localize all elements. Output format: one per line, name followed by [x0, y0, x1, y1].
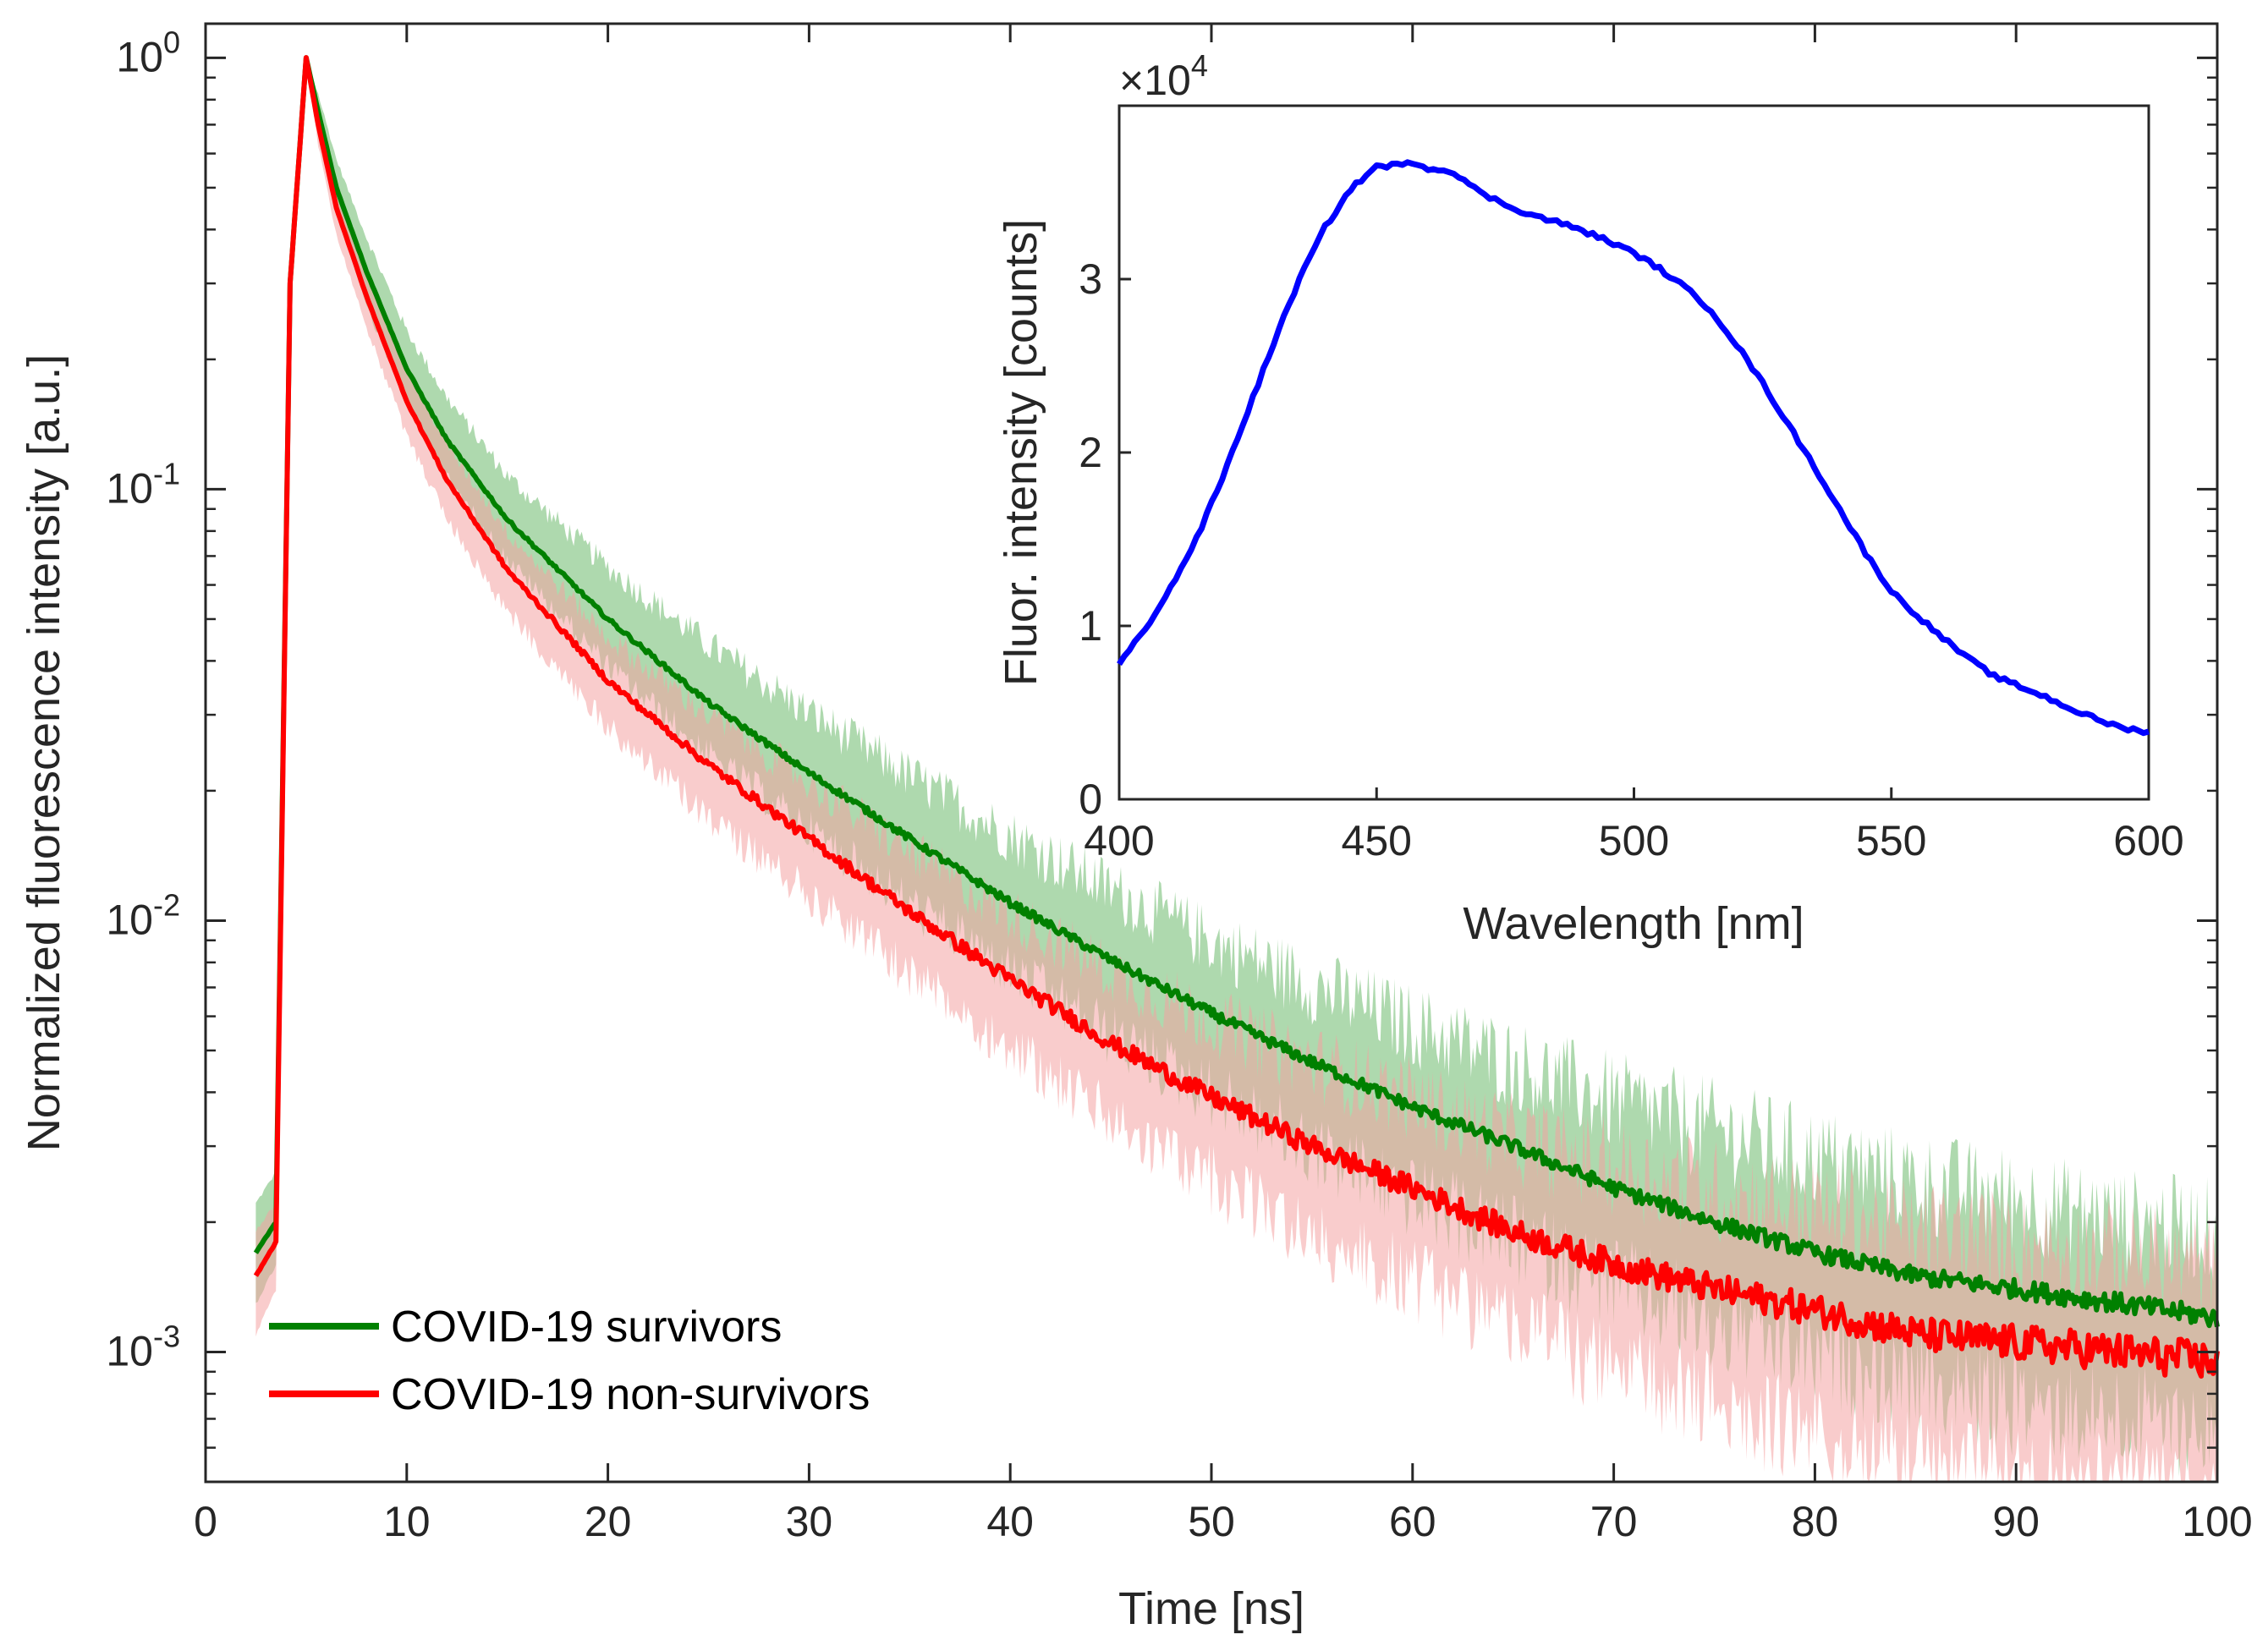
y-tick-label: 10-1	[106, 456, 180, 512]
main-x-ticks: 0 10 20 30 40 50 60 70 80 90 100	[194, 24, 2253, 1545]
y-tick-label: 10-2	[106, 887, 180, 943]
inset-x-ticks: 400 450 500 550 600	[1084, 787, 2184, 864]
main-series-lines	[253, 55, 2220, 1379]
inset-x-tick-label: 600	[2113, 817, 2183, 864]
series-line-non-survivors	[253, 55, 2220, 1379]
x-tick-label: 50	[1188, 1498, 1235, 1545]
legend-label-non-survivors: COVID-19 non-survivors	[391, 1370, 870, 1419]
inset-x-axis-label: Wavelength [nm]	[1463, 898, 1804, 949]
inset-x-tick-label: 500	[1599, 817, 1669, 864]
inset-y-ticks: 0 1 2 3	[1079, 255, 1131, 823]
inset-spectrum-line	[1117, 159, 2150, 737]
x-tick-label: 40	[986, 1498, 1034, 1545]
main-y-ticks: 10-3 10-2 10-1 100	[106, 25, 2217, 1484]
x-tick-label: 20	[585, 1498, 632, 1545]
y-tick-label: 10-3	[106, 1319, 180, 1374]
inset-y-axis-label: Fluor. intensity [counts]	[996, 219, 1046, 686]
main-plot-border	[204, 22, 2219, 1484]
x-tick-label: 10	[383, 1498, 431, 1545]
inset-y-tick-label: 3	[1079, 255, 1102, 303]
main-x-axis-label: Time [ns]	[1118, 1583, 1304, 1634]
inset-y-tick-label: 1	[1079, 602, 1102, 650]
inset-x-tick-label: 550	[1856, 817, 1926, 864]
inset-y-multiplier: ×104	[1119, 48, 1208, 104]
x-tick-label: 100	[2182, 1498, 2252, 1545]
main-y-axis-label: Normalized fluorescence intensity [a.u.]	[19, 354, 69, 1151]
legend-label-survivors: COVID-19 survivors	[391, 1303, 782, 1352]
x-tick-label: 0	[194, 1498, 217, 1545]
inset-x-tick-label: 400	[1084, 817, 1154, 864]
x-tick-label: 90	[1992, 1498, 2040, 1545]
legend: COVID-19 survivors COVID-19 non-survivor…	[269, 1303, 870, 1419]
inset-y-tick-label: 2	[1079, 429, 1102, 476]
inset-y-tick-label: 0	[1079, 776, 1102, 823]
x-tick-label: 70	[1590, 1498, 1638, 1545]
x-tick-label: 80	[1792, 1498, 1839, 1545]
main-error-bands	[255, 54, 2218, 1482]
inset-plot: 400 450 500 550 600 0 1 2 3 ×104 Wavelength [nm…	[996, 48, 2184, 949]
y-tick-label: 100	[116, 25, 180, 80]
inset-plot-frame	[1118, 104, 2150, 801]
inset-series-lines	[1117, 159, 2150, 737]
inset-x-tick-label: 450	[1342, 817, 1412, 864]
x-tick-label: 60	[1389, 1498, 1436, 1545]
series-line-survivors	[253, 55, 2220, 1329]
error-band-non-survivors	[255, 54, 2218, 1482]
x-tick-label: 30	[786, 1498, 833, 1545]
